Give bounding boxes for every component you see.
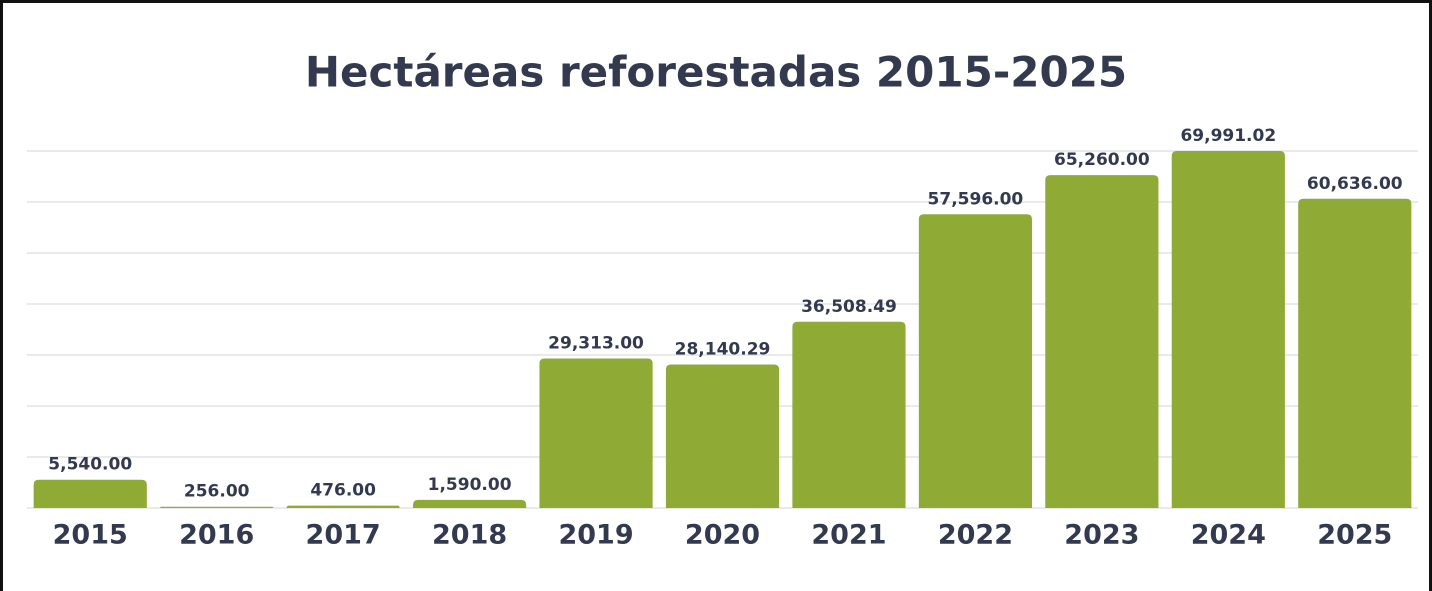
bar	[1298, 198, 1412, 508]
bar	[286, 505, 400, 508]
value-label: 256.00	[184, 482, 250, 502]
x-tick-label: 2023	[1064, 520, 1139, 551]
bar	[1171, 151, 1285, 509]
value-label: 65,260.00	[1054, 150, 1150, 170]
x-tick-label: 2022	[938, 520, 1013, 551]
x-tick-label: 2020	[685, 520, 760, 551]
x-tick-label: 2024	[1191, 520, 1266, 551]
bar	[413, 499, 527, 508]
bar	[918, 214, 1032, 508]
x-tick-label: 2015	[53, 520, 128, 551]
x-tick-label: 2025	[1317, 520, 1392, 551]
value-label: 476.00	[310, 481, 376, 501]
value-label: 5,540.00	[48, 455, 132, 475]
value-label: 29,313.00	[548, 334, 644, 354]
x-tick-label: 2018	[432, 520, 507, 551]
x-tick-label: 2017	[306, 520, 381, 551]
bar	[1045, 175, 1159, 508]
value-label: 36,508.49	[801, 297, 897, 317]
bar	[160, 506, 274, 508]
value-label: 57,596.00	[928, 189, 1024, 209]
x-tick-label: 2021	[811, 520, 886, 551]
value-label: 60,636.00	[1307, 174, 1403, 194]
bar	[665, 364, 780, 508]
value-label: 1,590.00	[428, 475, 512, 495]
bar	[539, 358, 653, 508]
bar	[792, 321, 906, 508]
x-tick-label: 2016	[179, 520, 254, 551]
value-label: 69,991.02	[1180, 126, 1276, 146]
chart-title: Hectáreas reforestadas 2015-2025	[305, 48, 1127, 97]
bar	[33, 479, 147, 508]
x-tick-label: 2019	[558, 520, 633, 551]
value-label: 28,140.29	[675, 339, 771, 359]
